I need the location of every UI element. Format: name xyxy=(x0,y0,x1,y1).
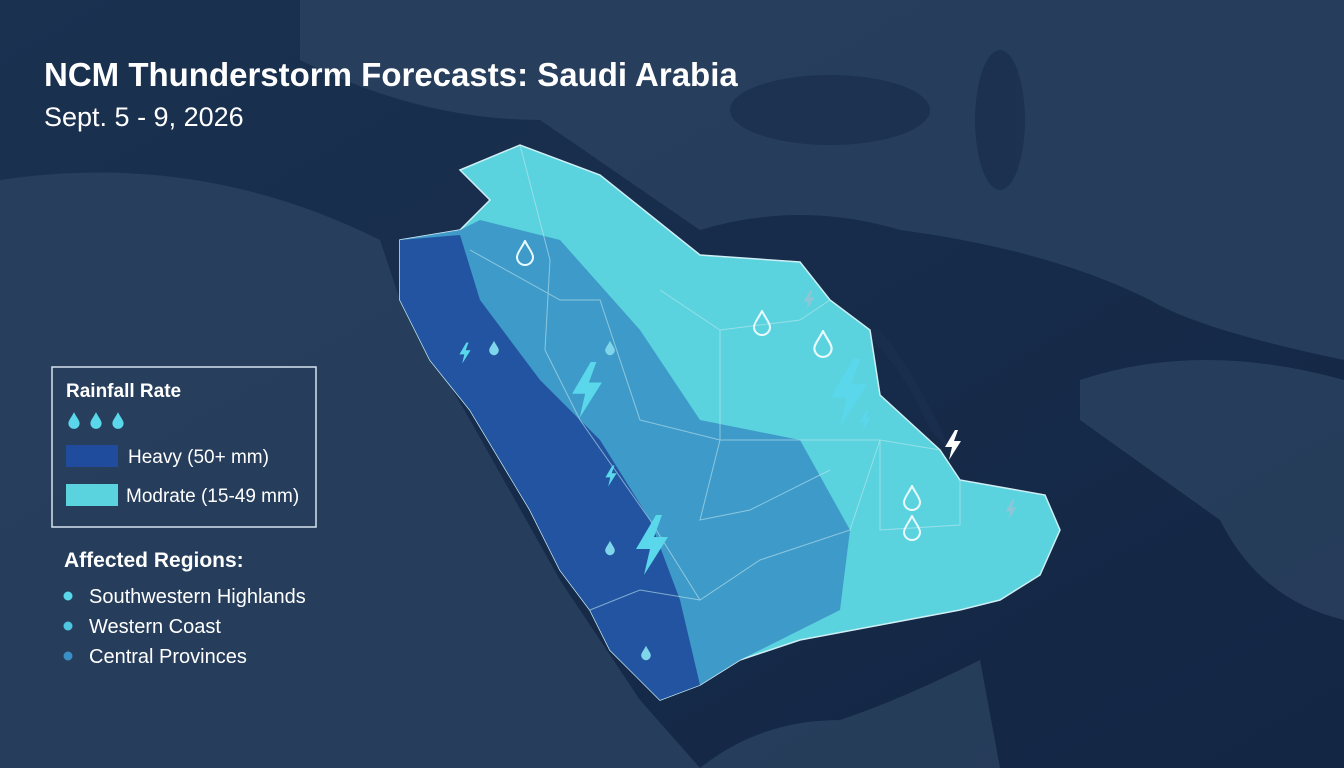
region-item: Western Coast xyxy=(89,616,221,638)
title: NCM Thunderstorm Forecasts: Saudi Arabia xyxy=(44,56,738,93)
regions-title: Affected Regions: xyxy=(64,549,244,572)
bullet xyxy=(63,651,73,661)
bullet xyxy=(63,621,73,631)
legend-title: Rainfall Rate xyxy=(66,381,181,402)
water xyxy=(730,50,1025,450)
legend-box xyxy=(51,366,317,528)
legend-swatch-heavy xyxy=(66,445,118,467)
subtitle: Sept. 5 - 9, 2026 xyxy=(44,102,244,132)
legend-swatch-moderate xyxy=(66,484,118,506)
medium-zone xyxy=(400,220,850,700)
region-item: Southwestern Highlands xyxy=(89,586,306,608)
legend-label: Modrate (15-49 mm) xyxy=(126,486,299,507)
borders xyxy=(469,144,961,611)
heavy-zone xyxy=(400,235,700,700)
region-item: Central Provinces xyxy=(89,646,247,668)
bullet xyxy=(63,591,73,601)
legend-label: Heavy (50+ mm) xyxy=(128,447,269,468)
